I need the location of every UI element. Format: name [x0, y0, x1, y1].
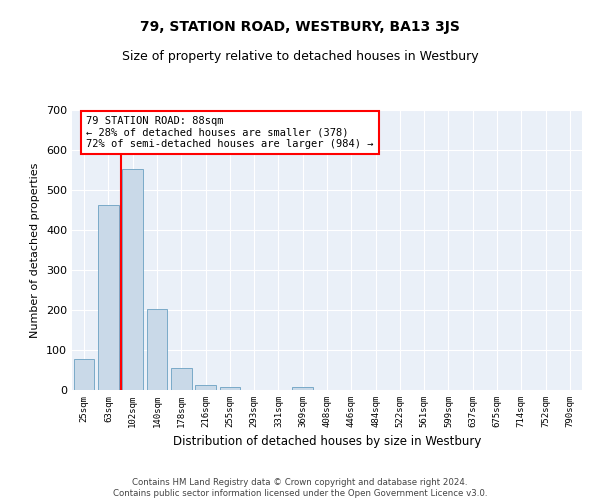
Bar	[146, 309, 167, 390]
Bar	[195, 385, 216, 390]
Bar	[220, 387, 240, 390]
Bar	[122, 169, 143, 390]
Bar	[74, 359, 94, 390]
Bar	[98, 205, 119, 390]
X-axis label: Distribution of detached houses by size in Westbury: Distribution of detached houses by size …	[173, 436, 481, 448]
Text: Contains HM Land Registry data © Crown copyright and database right 2024.
Contai: Contains HM Land Registry data © Crown c…	[113, 478, 487, 498]
Bar	[171, 368, 191, 390]
Bar	[292, 387, 313, 390]
Text: 79 STATION ROAD: 88sqm
← 28% of detached houses are smaller (378)
72% of semi-de: 79 STATION ROAD: 88sqm ← 28% of detached…	[86, 116, 374, 149]
Text: 79, STATION ROAD, WESTBURY, BA13 3JS: 79, STATION ROAD, WESTBURY, BA13 3JS	[140, 20, 460, 34]
Y-axis label: Number of detached properties: Number of detached properties	[31, 162, 40, 338]
Text: Size of property relative to detached houses in Westbury: Size of property relative to detached ho…	[122, 50, 478, 63]
